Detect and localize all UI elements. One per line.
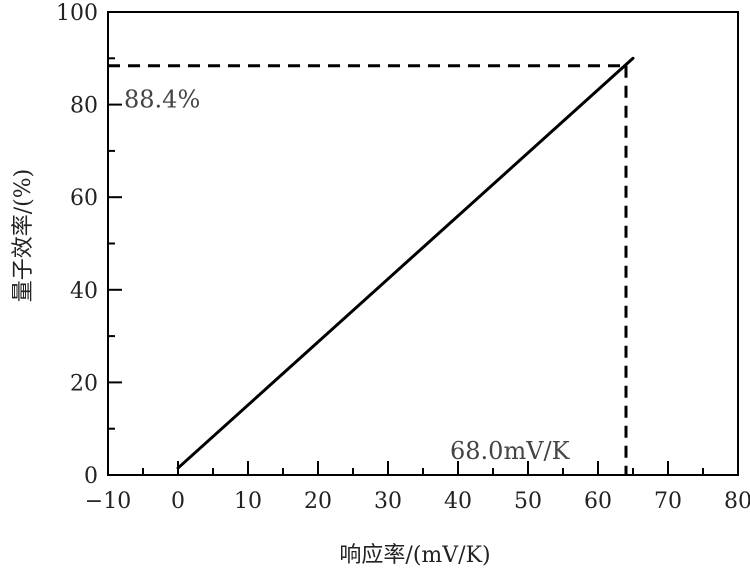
x-tick-label: 80 bbox=[724, 489, 750, 514]
y-tick-label: 40 bbox=[70, 279, 98, 304]
y-tick-label: 0 bbox=[84, 464, 98, 489]
x-tick-label: 40 bbox=[444, 489, 472, 514]
y-axis-title: 量子效率/(%) bbox=[11, 169, 36, 302]
y-axis-ticks bbox=[108, 11, 122, 476]
y-tick-label: 20 bbox=[70, 371, 98, 396]
x-tick-label: 60 bbox=[584, 489, 612, 514]
x-tick-label: 10 bbox=[234, 489, 262, 514]
x-tick-label: 50 bbox=[514, 489, 542, 514]
y-tick-label: 80 bbox=[70, 94, 98, 119]
y-tick-label: 60 bbox=[70, 186, 98, 211]
x-tick-label: −10 bbox=[85, 489, 131, 514]
series-line bbox=[176, 56, 635, 470]
x-tick-label: 20 bbox=[304, 489, 332, 514]
x-tick-label: 0 bbox=[171, 489, 185, 514]
x-tick-label: 70 bbox=[654, 489, 682, 514]
y-axis-tick-labels: 0 20 40 60 80 100 bbox=[56, 1, 98, 489]
y-tick-label: 100 bbox=[56, 1, 98, 26]
x-axis-tick-labels: −10 0 10 20 30 40 50 60 70 80 bbox=[85, 489, 750, 514]
plot-frame bbox=[107, 11, 739, 476]
y-value-annotation: 88.4% bbox=[124, 86, 200, 114]
x-axis-ticks bbox=[107, 461, 739, 475]
x-value-annotation: 68.0mV/K bbox=[450, 437, 571, 465]
x-tick-label: 30 bbox=[374, 489, 402, 514]
x-axis-title: 响应率/(mV/K) bbox=[339, 543, 490, 568]
